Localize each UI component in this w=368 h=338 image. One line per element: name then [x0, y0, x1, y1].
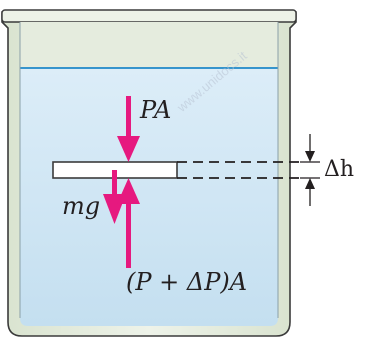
- arrow-pa-head: [117, 136, 140, 162]
- beaker-air: [20, 22, 278, 68]
- label-pa: PA: [139, 96, 171, 124]
- arrow-pdpa-head: [117, 178, 140, 204]
- arrow-mg-shaft: [112, 170, 117, 198]
- arrow-pdpa-shaft: [126, 200, 131, 268]
- beaker-rim: [1, 9, 297, 23]
- arrow-pa-shaft: [126, 96, 131, 140]
- label-mg: mg: [62, 192, 100, 220]
- water: [20, 68, 278, 326]
- dh-arrow-bottom-head: [305, 178, 315, 189]
- label-delta-h: Δh: [324, 157, 354, 182]
- dh-arrow-top-head: [305, 151, 315, 162]
- label-p-plus-dp-a: (P + ΔP)A: [126, 268, 247, 296]
